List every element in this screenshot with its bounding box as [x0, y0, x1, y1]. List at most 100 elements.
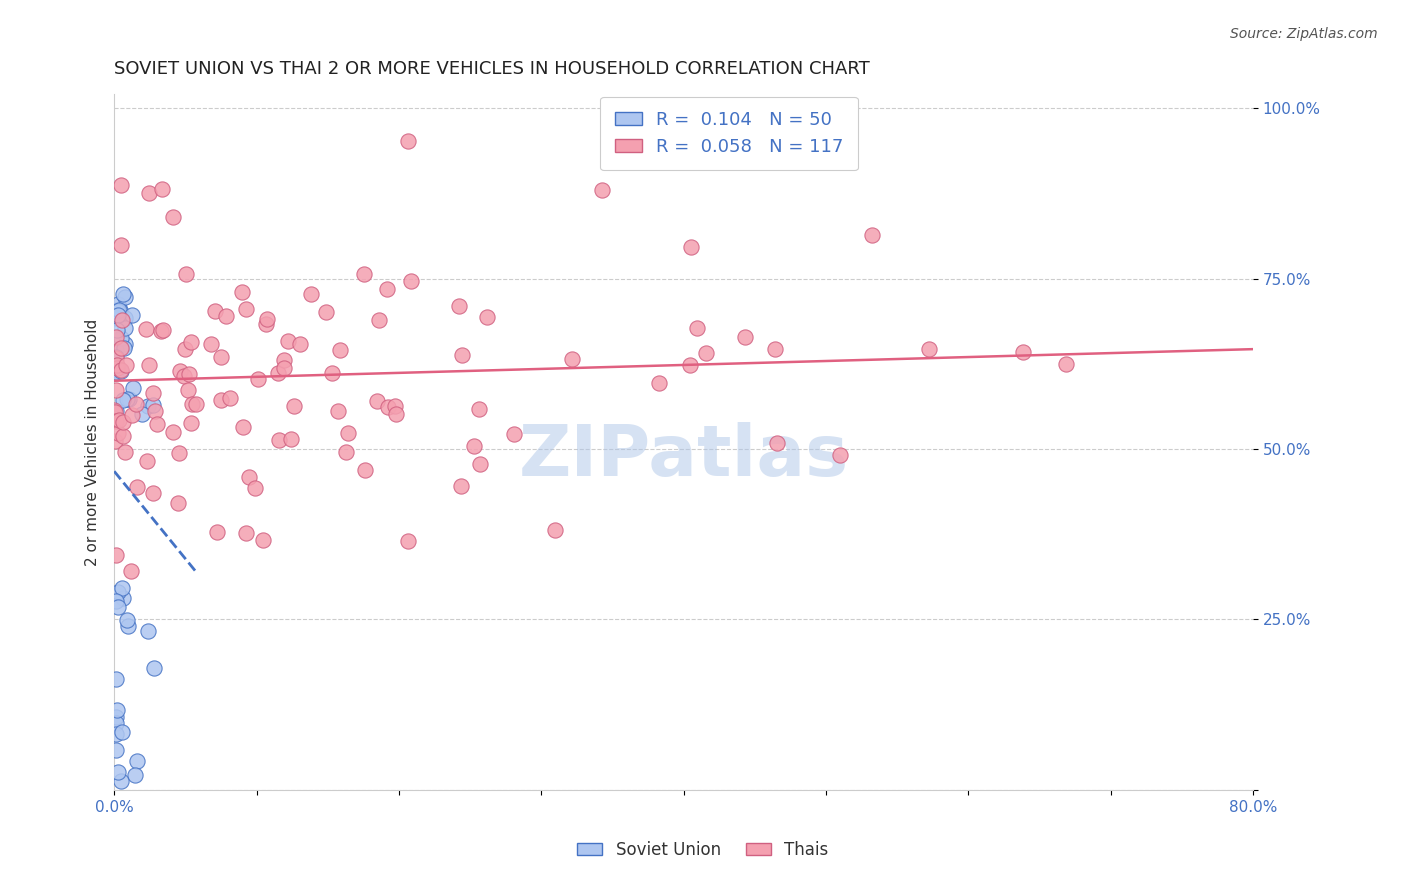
Point [470, 457, 492, 471]
Point [329, 343, 352, 358]
Point [273, 361, 295, 376]
Point [114, 358, 136, 372]
Point [176, 384, 198, 398]
Point [200, 337, 222, 351]
Point [114, 310, 136, 325]
Legend: R =  0.104   N = 50, R =  0.058   N = 117: R = 0.104 N = 50, R = 0.058 N = 117 [600, 96, 858, 170]
Point [134, 322, 156, 336]
Point [174, 268, 197, 282]
Point [105, 672, 128, 686]
Point [162, 425, 184, 439]
Point [337, 426, 360, 441]
Point [1054, 357, 1077, 371]
Y-axis label: 2 or more Vehicles in Household: 2 or more Vehicles in Household [86, 318, 100, 566]
Point [105, 366, 128, 380]
Point [105, 360, 128, 375]
Legend: Soviet Union, Thais: Soviet Union, Thais [571, 835, 835, 866]
Point [105, 710, 128, 724]
Point [108, 302, 131, 317]
Point [375, 282, 398, 296]
Point [396, 134, 419, 148]
Point [231, 285, 253, 299]
Point [235, 301, 257, 316]
Point [354, 462, 377, 476]
Point [368, 313, 391, 327]
Point [121, 309, 143, 323]
Text: SOVIET UNION VS THAI 2 OR MORE VEHICLES IN HOUSEHOLD CORRELATION CHART: SOVIET UNION VS THAI 2 OR MORE VEHICLES … [114, 60, 870, 78]
Point [142, 386, 165, 401]
Point [114, 290, 136, 304]
Point [686, 320, 709, 334]
Point [173, 369, 195, 384]
Point [125, 480, 148, 494]
Point [143, 660, 166, 674]
Point [209, 392, 232, 407]
Point [152, 323, 174, 337]
Point [184, 397, 207, 411]
Point [150, 182, 173, 196]
Point [763, 342, 786, 356]
Point [252, 533, 274, 548]
Point [107, 584, 129, 599]
Point [105, 302, 128, 317]
Point [127, 754, 149, 768]
Point [280, 432, 302, 446]
Point [315, 305, 337, 319]
Point [112, 286, 135, 301]
Point [104, 351, 127, 365]
Point [111, 313, 134, 327]
Point [110, 178, 132, 193]
Point [181, 397, 204, 411]
Point [103, 403, 125, 417]
Point [107, 296, 129, 310]
Point [366, 393, 388, 408]
Point [104, 311, 127, 326]
Point [107, 304, 129, 318]
Point [450, 479, 472, 493]
Point [111, 429, 134, 443]
Point [110, 363, 132, 377]
Point [377, 400, 399, 414]
Point [180, 416, 202, 430]
Point [205, 524, 228, 539]
Point [105, 323, 128, 337]
Point [283, 400, 305, 414]
Point [247, 372, 270, 386]
Point [219, 391, 242, 405]
Point [477, 310, 499, 324]
Point [648, 376, 671, 390]
Point [142, 398, 165, 412]
Point [145, 417, 167, 431]
Text: ZIPatlas: ZIPatlas [519, 422, 849, 491]
Point [104, 548, 127, 562]
Point [162, 210, 184, 224]
Point [245, 481, 267, 495]
Point [104, 404, 127, 418]
Point [235, 525, 257, 540]
Point [115, 392, 138, 406]
Point [104, 350, 127, 364]
Point [288, 337, 311, 351]
Point [110, 237, 132, 252]
Point [110, 773, 132, 788]
Point [111, 581, 134, 595]
Point [117, 619, 139, 633]
Point [678, 358, 700, 372]
Point [107, 599, 129, 614]
Point [131, 407, 153, 421]
Point [110, 363, 132, 377]
Point [114, 336, 136, 351]
Point [143, 404, 166, 418]
Point [321, 366, 343, 380]
Point [765, 436, 787, 450]
Point [353, 268, 375, 282]
Point [463, 439, 485, 453]
Point [544, 524, 567, 538]
Point [105, 743, 128, 757]
Point [104, 434, 127, 448]
Point [142, 486, 165, 500]
Point [232, 419, 254, 434]
Point [503, 426, 526, 441]
Point [138, 399, 160, 413]
Point [104, 330, 127, 344]
